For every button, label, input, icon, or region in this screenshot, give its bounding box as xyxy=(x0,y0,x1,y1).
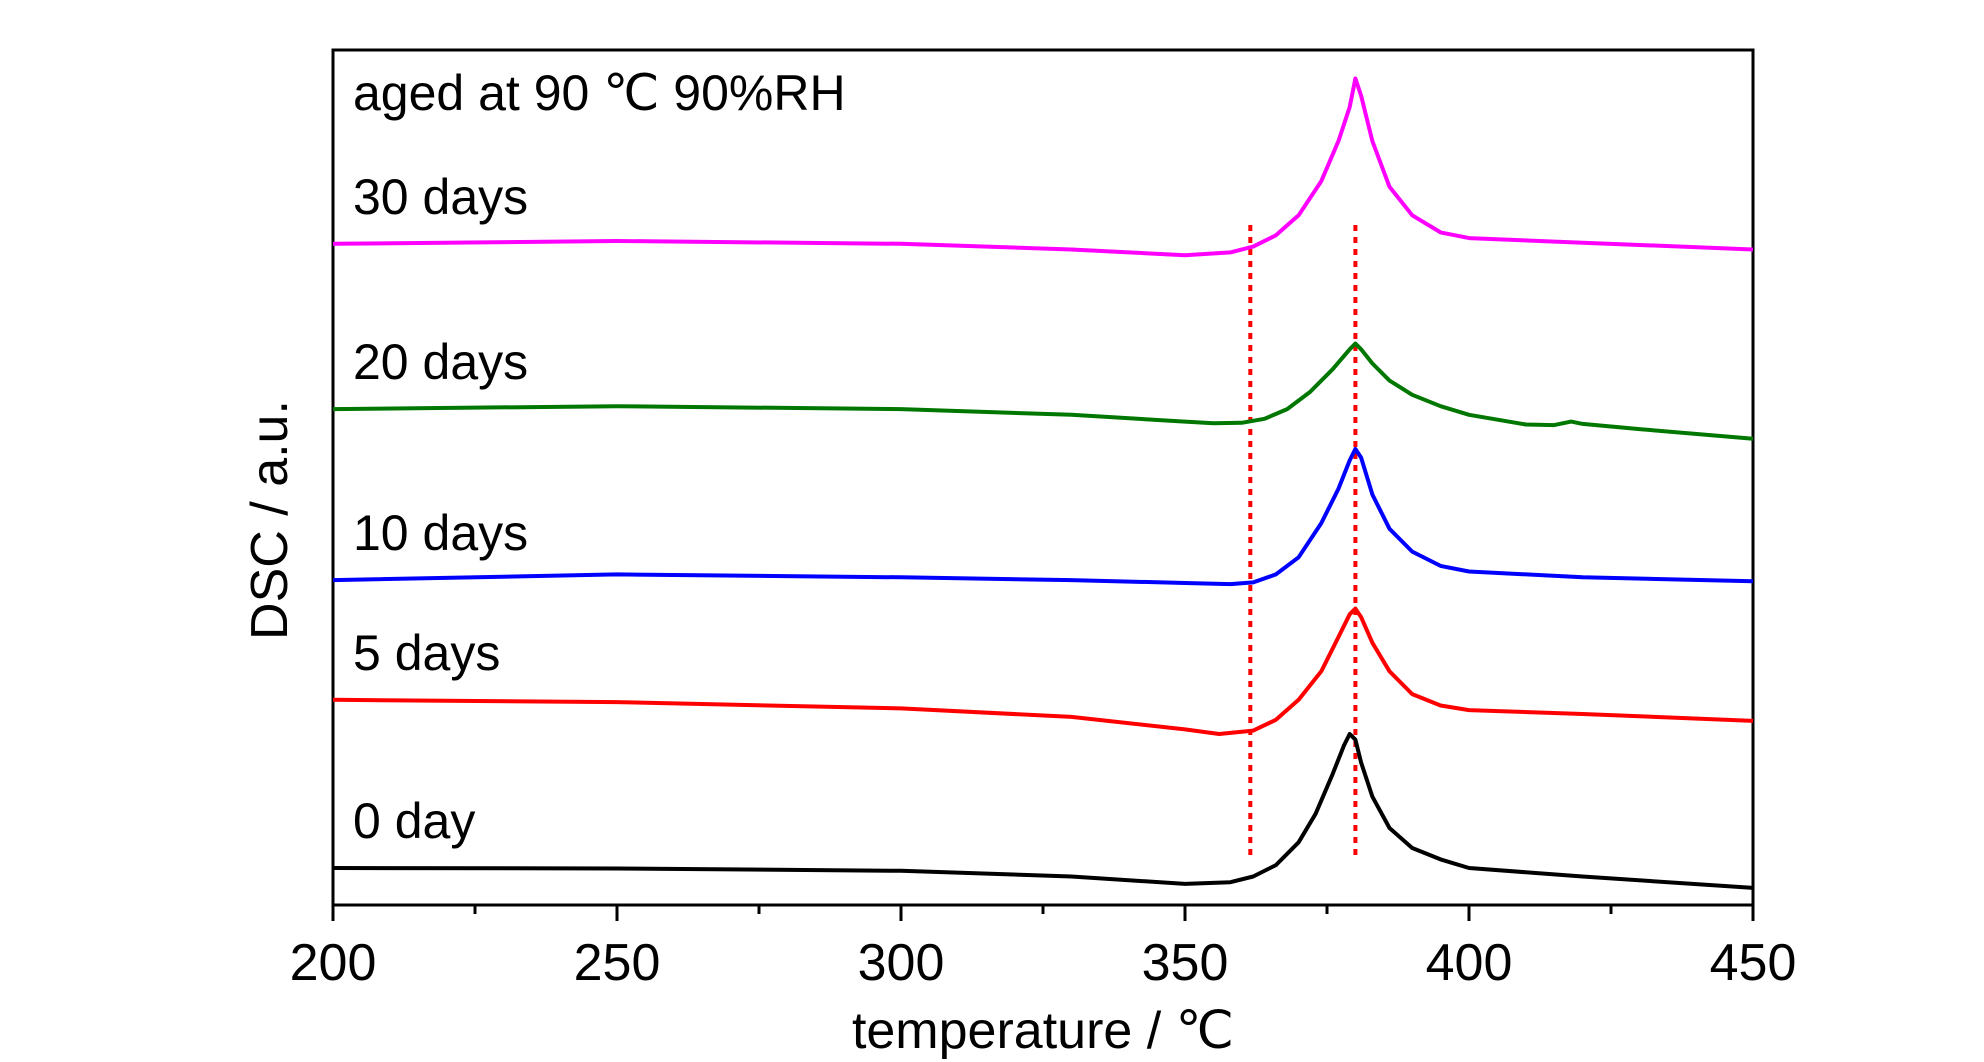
series-lines xyxy=(332,76,1754,890)
x-tick-label: 200 xyxy=(290,934,377,992)
x-tick-label: 300 xyxy=(858,934,945,992)
series-label: 0 day xyxy=(353,793,475,849)
reference-lines xyxy=(1248,225,1358,855)
series-label: 20 days xyxy=(353,334,528,390)
series-label: 30 days xyxy=(353,169,528,225)
y-axis-title: DSC / a.u. xyxy=(241,400,299,640)
series-line xyxy=(332,76,1754,258)
series-line xyxy=(332,447,1754,587)
x-axis: 200 250 300 350 400 450 xyxy=(290,905,1797,992)
x-axis-title: temperature / ℃ xyxy=(852,1002,1234,1060)
series-labels: 0 day 5 days 10 days 20 days 30 days xyxy=(353,169,528,849)
plot-frame xyxy=(331,48,1755,907)
x-tick-label: 250 xyxy=(574,934,661,992)
x-tick-label: 400 xyxy=(1426,934,1513,992)
series-line xyxy=(332,606,1754,736)
chart-annotation: aged at 90 ℃ 90%RH xyxy=(353,65,846,121)
x-tick-label: 450 xyxy=(1710,934,1797,992)
series-line xyxy=(332,732,1754,890)
x-tick-label: 350 xyxy=(1142,934,1229,992)
series-line xyxy=(332,341,1754,441)
series-label: 5 days xyxy=(353,625,500,681)
series-label: 10 days xyxy=(353,505,528,561)
